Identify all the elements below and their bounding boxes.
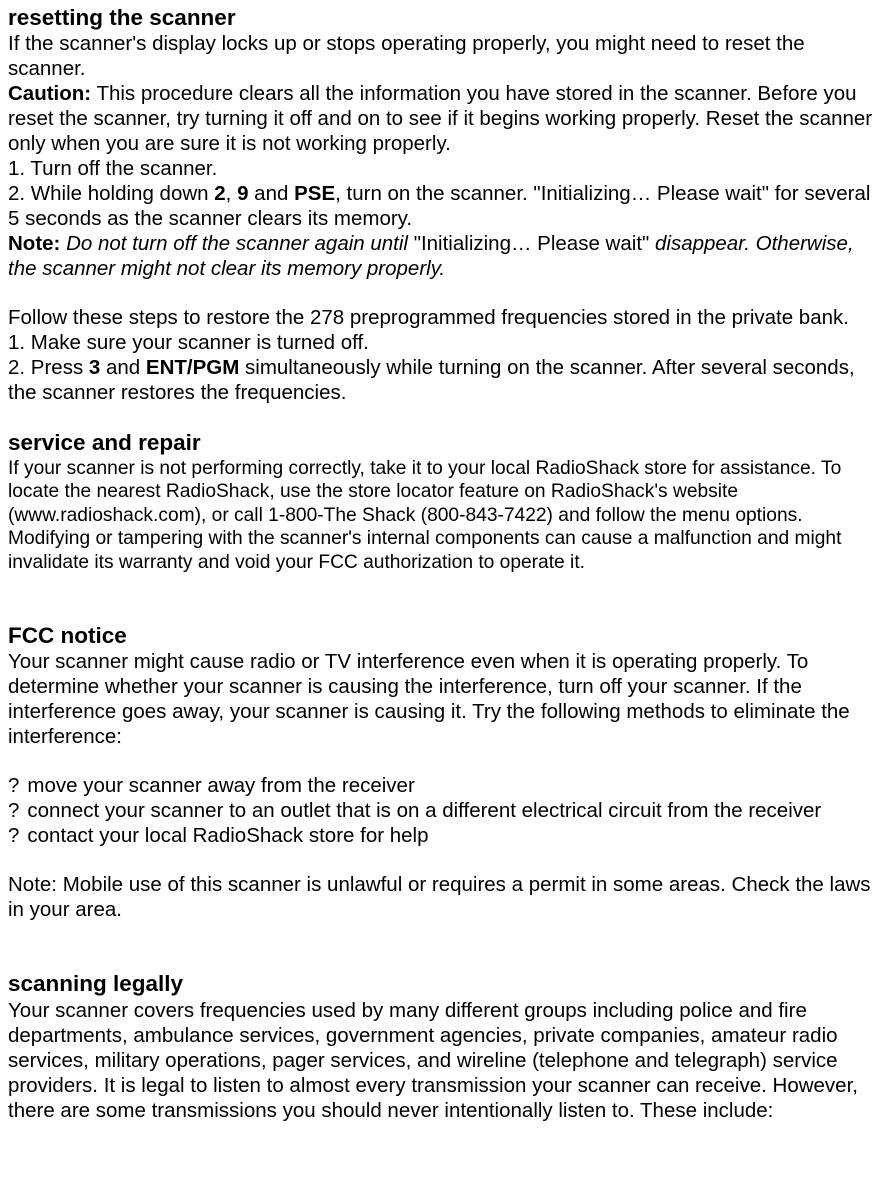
paragraph: Follow these steps to restore the 278 pr… (8, 305, 887, 330)
spacer (8, 574, 887, 622)
paragraph: Note: Mobile use of this scanner is unla… (8, 872, 887, 922)
list-text: contact your local RadioShack store for … (27, 824, 428, 847)
caution-paragraph: Caution: This procedure clears all the i… (8, 81, 887, 156)
note-text: Do not turn off the scanner again until (66, 232, 414, 255)
caution-label: Caution: (8, 82, 91, 105)
step-text: 2. While holding down (8, 182, 214, 205)
spacer (8, 922, 887, 970)
list-item: ?move your scanner away from the receive… (8, 773, 887, 798)
step: 2. While holding down 2, 9 and PSE, turn… (8, 181, 887, 231)
list-text: connect your scanner to an outlet that i… (27, 799, 821, 822)
step-text: 2. Press (8, 356, 89, 379)
key-ent-pgm: ENT/PGM (146, 356, 239, 379)
bullet-marker: ? (8, 799, 27, 822)
spacer (8, 749, 887, 773)
bullet-marker: ? (8, 774, 27, 797)
text: and (100, 356, 146, 379)
key-pse: PSE (294, 182, 335, 205)
document-page: resetting the scanner If the scanner's d… (0, 0, 895, 1143)
bullet-marker: ? (8, 824, 27, 847)
key-2: 2 (214, 182, 225, 205)
list-item: ?connect your scanner to an outlet that … (8, 798, 887, 823)
key-3: 3 (89, 356, 100, 379)
step: 1. Make sure your scanner is turned off. (8, 330, 887, 355)
paragraph: Your scanner covers frequencies used by … (8, 998, 887, 1123)
list-item: ?contact your local RadioShack store for… (8, 823, 887, 848)
heading-fcc: FCC notice (8, 622, 887, 649)
caution-text: This procedure clears all the informatio… (8, 82, 872, 155)
step: 2. Press 3 and ENT/PGM simultaneously wh… (8, 355, 887, 405)
heading-service: service and repair (8, 429, 887, 456)
note-quote: "Initializing… Please wait" (414, 232, 650, 255)
note-paragraph: Note: Do not turn off the scanner again … (8, 231, 887, 281)
list-text: move your scanner away from the receiver (27, 774, 414, 797)
spacer (8, 848, 887, 872)
paragraph: If the scanner's display locks up or sto… (8, 31, 887, 81)
heading-resetting: resetting the scanner (8, 4, 887, 31)
spacer (8, 281, 887, 305)
spacer (8, 405, 887, 429)
step: 1. Turn off the scanner. (8, 156, 887, 181)
paragraph: Your scanner might cause radio or TV int… (8, 649, 887, 749)
text: and (248, 182, 294, 205)
paragraph: If your scanner is not performing correc… (8, 457, 887, 574)
heading-scanning: scanning legally (8, 970, 887, 997)
note-label: Note: (8, 232, 60, 255)
bullet-list: ?move your scanner away from the receive… (8, 773, 887, 848)
key-9: 9 (237, 182, 248, 205)
text: , (226, 182, 237, 205)
